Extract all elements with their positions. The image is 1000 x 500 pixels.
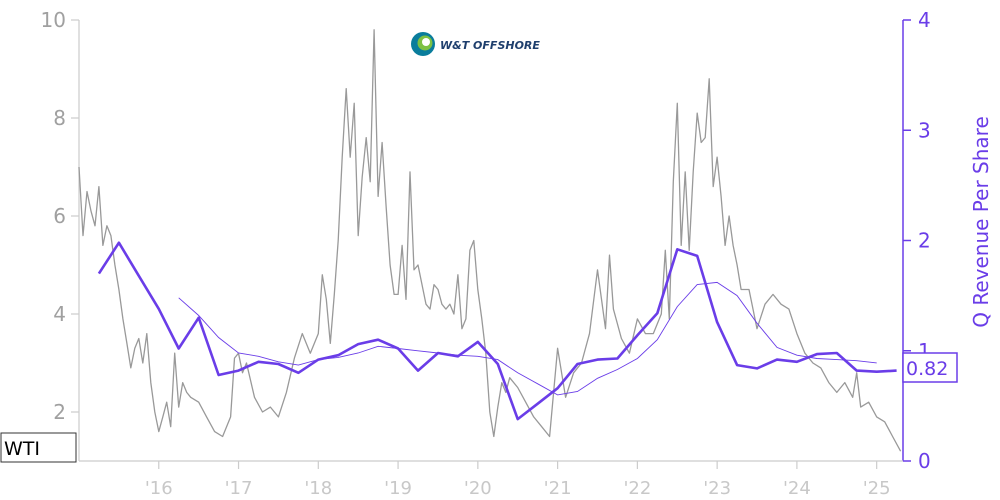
x-tick-label: '19 (384, 478, 412, 499)
right-tick-label: 2 (918, 229, 931, 253)
company-logo: W&T OFFSHORE (411, 32, 540, 56)
logo-text: W&T OFFSHORE (440, 39, 540, 52)
left-axis-ticks: 2 4 6 8 10 (41, 8, 79, 424)
x-tick-label: '16 (145, 478, 173, 499)
right-axis-label: Q Revenue Per Share (969, 116, 993, 328)
revenue-series-line (97, 241, 897, 421)
left-tick-label: 10 (41, 8, 66, 32)
left-tick-label: 2 (53, 400, 66, 424)
revenue-callout: 0.82 (902, 352, 958, 383)
x-tick-label: '20 (464, 478, 492, 499)
revenue-average-line (178, 281, 877, 396)
price-label-text: WTI (4, 438, 40, 460)
left-tick-label: 6 (53, 204, 66, 228)
x-tick-label: '17 (225, 478, 253, 499)
left-tick-label: 8 (53, 106, 66, 130)
x-tick-label: '25 (863, 478, 891, 499)
left-tick-label: 4 (53, 302, 66, 326)
logo-ring-center-icon (422, 38, 430, 46)
x-tick-label: '23 (703, 478, 731, 499)
x-tick-label: '22 (623, 478, 651, 499)
price-label-box: WTI (0, 432, 77, 463)
revenue-callout-value: 0.82 (906, 358, 948, 380)
x-tick-label: '24 (783, 478, 811, 499)
x-axis-ticks: '16 '17 '18 '19 '20 '21 '22 '23 '24 '25 (145, 461, 891, 499)
x-tick-label: '18 (304, 478, 332, 499)
right-tick-label: 0 (918, 449, 931, 473)
right-tick-label: 4 (918, 8, 931, 32)
right-tick-label: 3 (918, 118, 931, 142)
x-tick-label: '21 (544, 478, 572, 499)
price-series-line (78, 29, 902, 452)
